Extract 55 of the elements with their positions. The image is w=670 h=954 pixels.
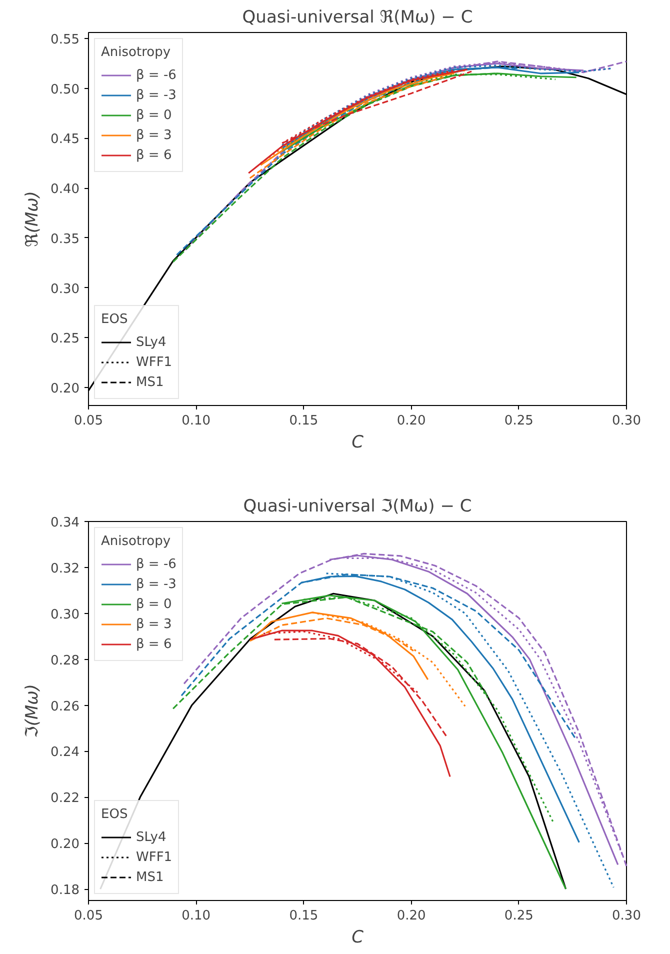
x-tick-label: 0.15 [289,414,318,428]
legend-label: β = -3 [136,576,176,593]
text: EOS [101,807,128,822]
text: Anisotropy [101,534,171,549]
y-tick-label: 0.50 [50,82,80,98]
y-tick-label: 0.28 [50,653,80,668]
y-tick-label: 0.32 [50,561,80,576]
x-tick-label: 0.05 [74,414,103,428]
x-tick-label: 0.30 [612,414,641,428]
y-tick-label: 0.20 [50,837,80,852]
x-tick-label: 0.20 [396,908,426,924]
legend-label: β = 6 [136,636,172,653]
y-tick-label: 0.55 [50,32,80,48]
legend-label: β = 3 [136,126,172,144]
x-tick-label: 0.05 [74,908,103,924]
legend-label: SLy4 [136,334,166,351]
legend-label: MS1 [136,374,164,391]
legend-label: β = -6 [136,556,176,573]
legend-label: β = 0 [136,106,172,124]
legend-label: MS1 [136,868,164,886]
y-axis-title: ℑ(Mω) [22,684,43,738]
x-tick-label: 0.15 [289,908,318,924]
y-tick-label: 0.45 [50,132,80,148]
legend-label: β = 3 [136,616,172,633]
y-tick-label: 0.34 [50,516,80,530]
y-tick-label: 0.25 [50,332,80,347]
x-tick-label: 0.10 [182,908,211,924]
x-tick-label: 0.30 [612,908,641,924]
legend-label: SLy4 [136,828,166,846]
x-axis-title: C [352,432,364,452]
y-tick-label: 0.40 [50,182,80,198]
text: Anisotropy [101,45,171,60]
y-tick-label: 0.26 [50,699,80,714]
x-tick-label: 0.20 [396,414,426,428]
y-tick-label: 0.30 [50,282,80,297]
y-axis-title: ℜ(Mω) [22,190,43,248]
y-tick-label: 0.35 [50,232,80,247]
x-tick-label: 0.25 [504,908,534,924]
legend-label: β = 6 [136,146,172,164]
legend-label: WFF1 [136,354,172,371]
chart-title: Quasi-universal ℑ(Mω) − C [243,496,472,516]
y-tick-label: 0.24 [50,745,80,760]
legend-label: WFF1 [136,848,172,866]
x-tick-label: 0.25 [504,414,534,428]
text: EOS [101,312,128,327]
y-tick-label: 0.22 [50,791,80,806]
legend-label: β = 0 [136,596,172,613]
y-tick-label: 0.18 [50,883,80,898]
y-tick-label: 0.30 [50,607,80,622]
legend-label: β = -3 [136,86,176,104]
legend-label: β = -6 [136,66,176,84]
chart-title: Quasi-universal ℜ(Mω) − C [242,8,473,28]
x-tick-label: 0.10 [182,414,211,428]
y-tick-label: 0.20 [50,382,80,397]
x-axis-title: C [352,928,364,948]
